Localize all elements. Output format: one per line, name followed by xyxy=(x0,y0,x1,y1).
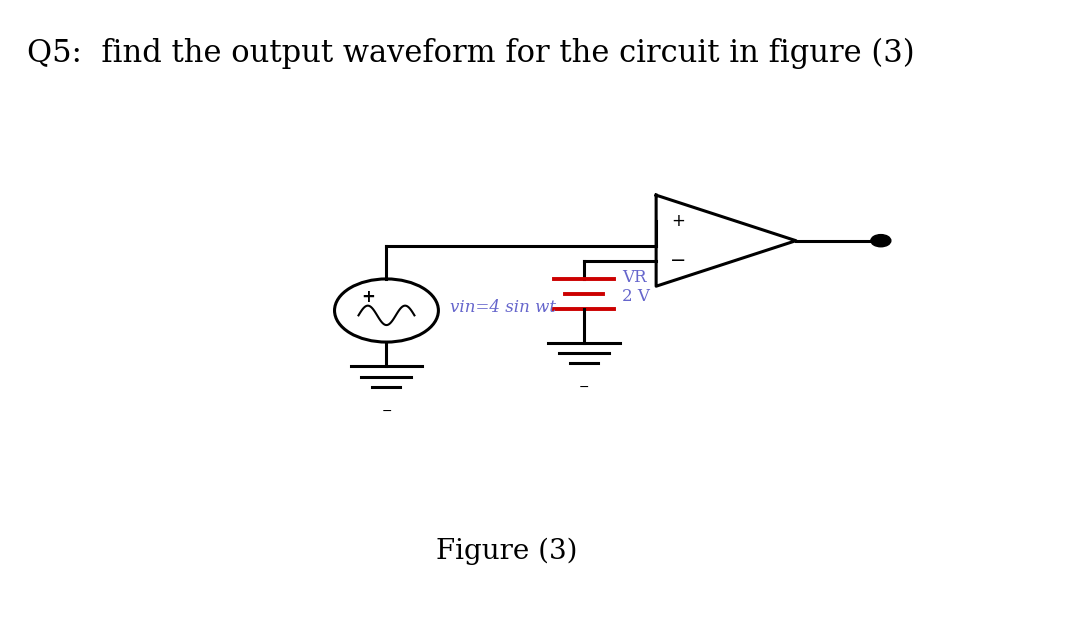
Text: −: − xyxy=(579,381,590,394)
Text: +: + xyxy=(362,288,376,306)
Text: −: − xyxy=(381,405,392,417)
Text: Q5:  find the output waveform for the circuit in figure (3): Q5: find the output waveform for the cir… xyxy=(27,37,915,68)
Text: Figure (3): Figure (3) xyxy=(435,538,577,566)
Text: 2 V: 2 V xyxy=(622,288,650,305)
Text: −: − xyxy=(670,252,686,270)
Text: VR: VR xyxy=(622,270,647,286)
Text: vin=4 sin wt: vin=4 sin wt xyxy=(450,299,556,316)
Text: +: + xyxy=(671,212,685,230)
Circle shape xyxy=(870,235,891,247)
